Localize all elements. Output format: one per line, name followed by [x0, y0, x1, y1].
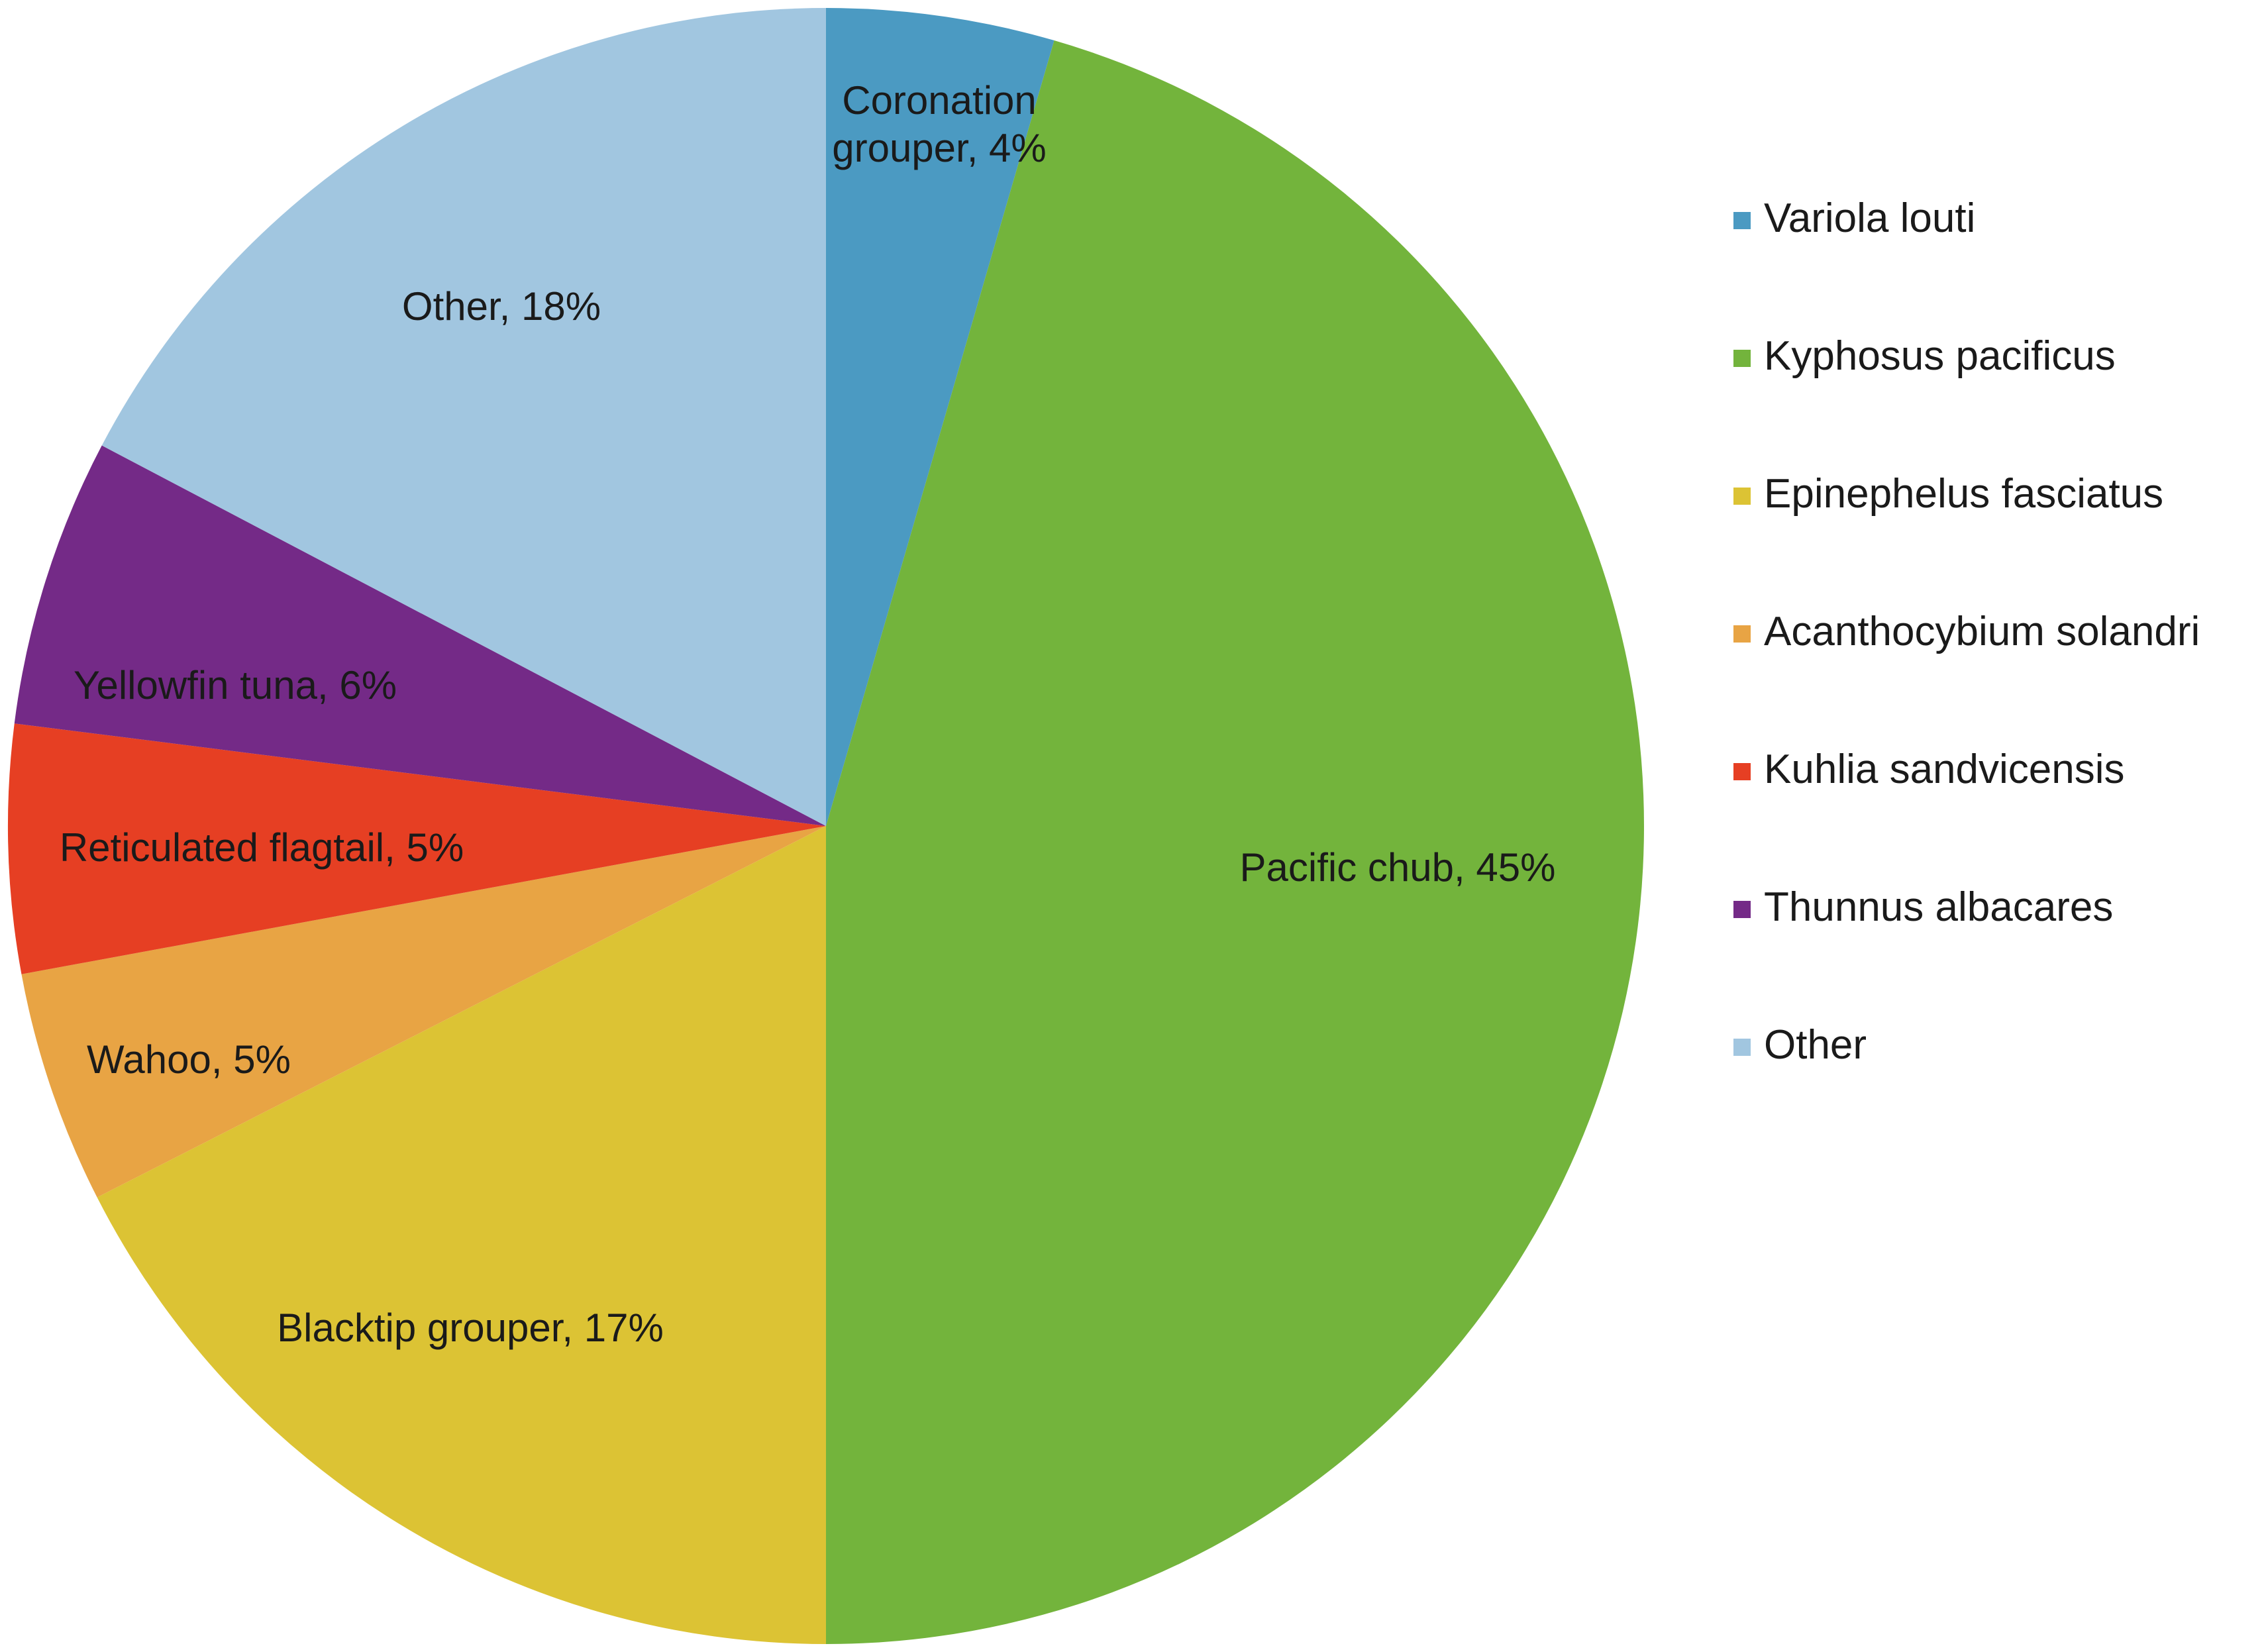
slice-label-6: Other, 18% [402, 284, 601, 329]
slice-label-line: Blacktip grouper, 17% [277, 1306, 664, 1350]
legend-swatch-6 [1733, 1039, 1751, 1056]
legend-label-1: Kyphosus pacificus [1764, 333, 2116, 379]
slice-label-line: Other, 18% [402, 284, 601, 329]
legend-label-3: Acanthocybium solandri [1764, 609, 2200, 654]
pie-slice-3 [21, 826, 827, 1198]
legend-swatch-0 [1733, 212, 1751, 229]
pie-slices [8, 8, 1644, 1644]
pie-slice-2 [97, 826, 827, 1644]
slice-label-line: grouper, 4% [832, 126, 1047, 170]
legend-label-4: Kuhlia sandvicensis [1764, 747, 2125, 792]
slice-label-line: Wahoo, 5% [87, 1037, 291, 1082]
slice-label-0: Coronation grouper, 4% [832, 78, 1047, 170]
slice-label-line: Yellowfin tuna, 6% [74, 663, 397, 707]
slice-label-1: Pacific chub, 45% [1240, 845, 1556, 890]
legend: Variola louti Kyphosus pacificus Epinephel… [1733, 195, 2200, 1068]
legend-label-6: Other [1764, 1022, 1867, 1068]
slice-label-3: Wahoo, 5% [87, 1037, 291, 1082]
legend-swatch-4 [1733, 763, 1751, 780]
pie-slice-0 [826, 8, 1055, 826]
legend-swatch-2 [1733, 488, 1751, 505]
pie-slice-4 [8, 723, 827, 974]
pie-slice-6 [101, 8, 827, 826]
legend-label-0: Variola louti [1764, 195, 1975, 241]
slice-label-line: Pacific chub, 45% [1240, 845, 1556, 890]
slice-label-line: Coronation [842, 78, 1037, 123]
slice-label-2: Blacktip grouper, 17% [277, 1306, 664, 1350]
slice-label-line: Reticulated flagtail, 5% [60, 825, 464, 870]
legend-swatch-3 [1733, 625, 1751, 643]
legend-label-2: Epinephelus fasciatus [1764, 471, 2163, 517]
pie-slice-1 [826, 40, 1644, 1644]
pie-slice-5 [14, 445, 827, 826]
legend-label-5: Thunnus albacares [1764, 884, 2113, 930]
slice-label-4: Reticulated flagtail, 5% [60, 825, 464, 870]
slice-label-5: Yellowfin tuna, 6% [74, 663, 397, 707]
slice-labels: Coronation grouper, 4% Pacific chub, 45% Bl… [60, 78, 1556, 1350]
legend-swatch-1 [1733, 350, 1751, 367]
legend-swatch-5 [1733, 901, 1751, 918]
